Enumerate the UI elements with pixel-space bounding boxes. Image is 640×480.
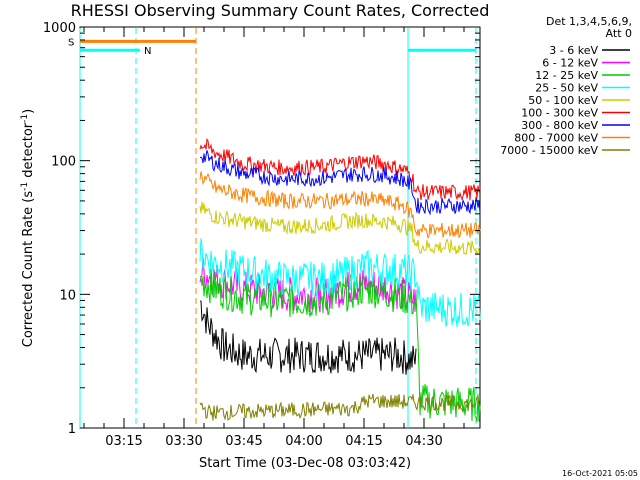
series-line <box>199 137 481 201</box>
x-tick-label: 03:15 <box>105 434 142 449</box>
y-tick-label: 100 <box>51 155 76 170</box>
legend-label: 6 - 12 keV <box>542 57 598 70</box>
plot-frame <box>79 26 481 429</box>
legend-label: 300 - 800 keV <box>521 119 598 132</box>
legend-header-detectors: Det 1,3,4,5,6,9, <box>546 15 632 28</box>
series-line <box>199 150 481 216</box>
status-bar-label: N <box>144 46 151 57</box>
chart-title: RHESSI Observing Summary Count Rates, Co… <box>71 1 490 20</box>
legend-label: 12 - 25 keV <box>535 69 598 82</box>
vertical-markers <box>79 28 477 428</box>
legend-label: 25 - 50 keV <box>535 82 598 95</box>
legend-label: 100 - 300 keV <box>521 107 598 120</box>
x-axis-title: Start Time (03-Dec-08 03:03:42) <box>199 456 411 471</box>
data-series <box>199 137 481 422</box>
series-line <box>199 393 481 421</box>
x-axis: 03:15 03:30 03:45 04:00 04:15 04:30 <box>83 27 465 449</box>
series-line <box>199 201 481 257</box>
legend-header-attenuator: Att 0 <box>606 27 632 40</box>
legend-label: 800 - 7000 keV <box>514 132 598 145</box>
series-line <box>199 300 417 375</box>
y-tick-label: 1000 <box>43 21 76 36</box>
x-tick-label: 03:45 <box>225 434 262 449</box>
status-bars: SN <box>68 37 476 57</box>
y-tick-label: 1 <box>68 422 76 437</box>
series-line <box>200 268 481 422</box>
y-axis-title: Corrected Count Rate (s-1 detector-1) <box>20 109 36 347</box>
series-line <box>199 171 481 239</box>
status-bar-label: S <box>68 37 74 48</box>
legend-label: 50 - 100 keV <box>528 94 598 107</box>
generation-timestamp: 16-Oct-2021 05:05 <box>562 469 638 478</box>
plot-area <box>79 26 481 429</box>
legend-label: 3 - 6 keV <box>549 44 598 57</box>
x-tick-label: 04:00 <box>285 434 322 449</box>
x-tick-label: 04:15 <box>345 434 382 449</box>
y-tick-label: 10 <box>59 288 76 303</box>
legend-label: 7000 - 15000 keV <box>500 144 598 157</box>
series-line <box>199 238 481 327</box>
x-tick-label: 03:30 <box>165 434 202 449</box>
y-axis: 1 10 100 1000 <box>43 21 480 437</box>
x-tick-label: 04:30 <box>405 434 442 449</box>
